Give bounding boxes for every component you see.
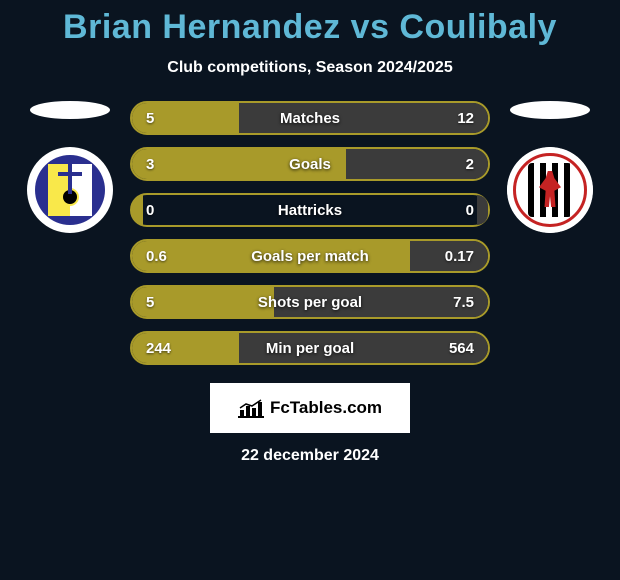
stat-value-left: 5 <box>146 110 154 127</box>
stat-label: Goals per match <box>251 248 369 265</box>
right-club-badge <box>507 147 593 233</box>
stat-row: 0 0 Hattricks <box>130 193 490 227</box>
stats-column: 5 12 Matches 3 2 Goals 0 0 Hattricks 0.6 0.17 Goals… <box>130 101 490 365</box>
chart-logo-icon <box>238 398 264 418</box>
stat-value-right: 12 <box>457 110 474 127</box>
stat-value-right: 7.5 <box>453 294 474 311</box>
stat-value-left: 3 <box>146 156 154 173</box>
stat-label: Goals <box>289 156 331 173</box>
right-club-badge-inner <box>507 147 593 233</box>
page-title: Brian Hernandez vs Coulibaly <box>0 8 620 47</box>
brand-box[interactable]: FcTables.com <box>210 383 410 433</box>
stat-value-left: 0 <box>146 202 154 219</box>
stat-value-left: 0.6 <box>146 248 167 265</box>
stat-label: Shots per goal <box>258 294 362 311</box>
stat-row: 5 12 Matches <box>130 101 490 135</box>
stat-row: 5 7.5 Shots per goal <box>130 285 490 319</box>
comparison-card: Brian Hernandez vs Coulibaly Club compet… <box>0 0 620 465</box>
player-silhouette-icon <box>539 171 561 207</box>
stat-fill-left <box>132 195 143 225</box>
stat-label: Matches <box>280 110 340 127</box>
right-player-name-pill <box>510 101 590 119</box>
stat-row: 0.6 0.17 Goals per match <box>130 239 490 273</box>
date-label: 22 december 2024 <box>0 447 620 465</box>
stat-value-right: 0 <box>466 202 474 219</box>
subtitle: Club competitions, Season 2024/2025 <box>0 59 620 77</box>
left-player-column <box>20 101 120 233</box>
main-row: 5 12 Matches 3 2 Goals 0 0 Hattricks 0.6 0.17 Goals… <box>0 101 620 365</box>
shield-icon <box>48 164 92 216</box>
left-player-name-pill <box>30 101 110 119</box>
brand-label: FcTables.com <box>270 398 382 418</box>
football-icon <box>61 188 79 206</box>
stat-value-right: 0.17 <box>445 248 474 265</box>
stat-row: 244 564 Min per goal <box>130 331 490 365</box>
stat-value-right: 2 <box>466 156 474 173</box>
stat-value-right: 564 <box>449 340 474 357</box>
stat-fill-right <box>239 103 488 133</box>
stat-label: Min per goal <box>266 340 354 357</box>
left-club-badge-inner <box>35 155 105 225</box>
right-player-column <box>500 101 600 233</box>
stat-label: Hattricks <box>278 202 342 219</box>
left-club-badge <box>27 147 113 233</box>
stat-value-left: 244 <box>146 340 171 357</box>
stripes-icon <box>528 163 572 217</box>
stat-fill-right <box>477 195 488 225</box>
stat-row: 3 2 Goals <box>130 147 490 181</box>
stat-value-left: 5 <box>146 294 154 311</box>
